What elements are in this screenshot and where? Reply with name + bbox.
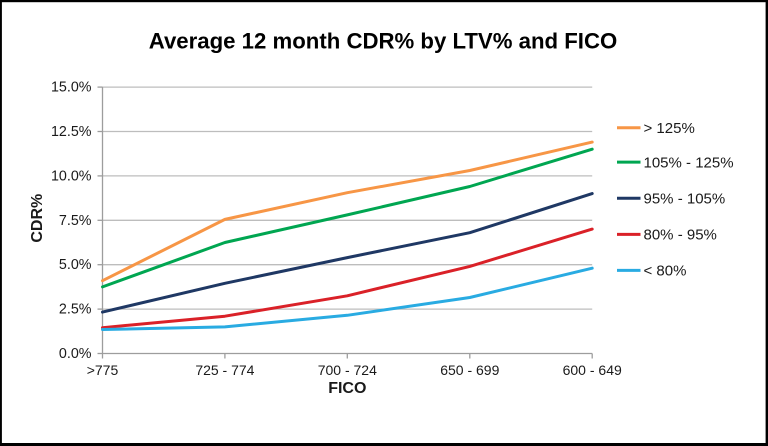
svg-text:600 - 649: 600 - 649: [563, 362, 622, 378]
svg-text:650 - 699: 650 - 699: [440, 362, 499, 378]
svg-text:10.0%: 10.0%: [51, 168, 92, 184]
svg-text:80% - 95%: 80% - 95%: [644, 227, 717, 244]
svg-text:700 - 724: 700 - 724: [318, 362, 377, 378]
svg-text:>775: >775: [87, 362, 119, 378]
svg-text:< 80%: < 80%: [644, 263, 687, 280]
svg-text:5.0%: 5.0%: [59, 257, 92, 273]
svg-text:105% - 125%: 105% - 125%: [644, 154, 734, 171]
svg-text:725 - 774: 725 - 774: [195, 362, 254, 378]
svg-text:7.5%: 7.5%: [59, 213, 92, 229]
svg-text:0.0%: 0.0%: [59, 346, 92, 362]
svg-text:Average 12 month CDR% by LTV%: Average 12 month CDR% by LTV% and FICO: [149, 29, 617, 54]
svg-text:95% - 105%: 95% - 105%: [644, 191, 726, 208]
svg-text:2.5%: 2.5%: [59, 302, 92, 318]
svg-text:> 125%: > 125%: [644, 120, 695, 137]
svg-text:FICO: FICO: [328, 380, 366, 397]
svg-text:CDR%: CDR%: [29, 194, 46, 243]
svg-text:15.0%: 15.0%: [51, 80, 92, 96]
svg-text:12.5%: 12.5%: [51, 124, 92, 140]
